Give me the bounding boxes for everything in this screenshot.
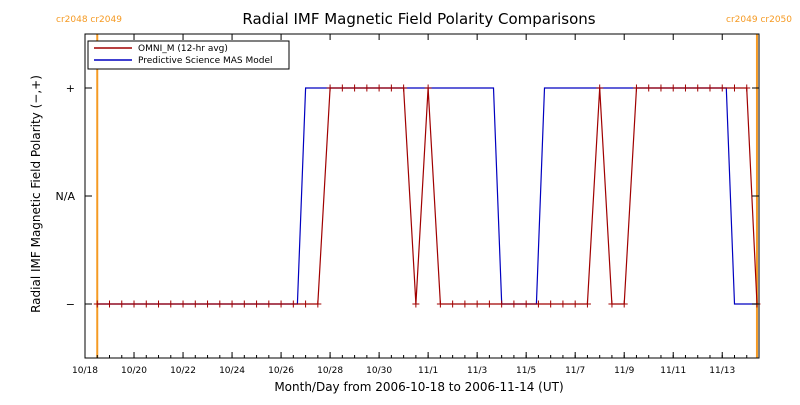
data-point-0-13 (253, 300, 261, 308)
data-point-0-46 (657, 84, 665, 92)
data-point-0-42 (608, 300, 616, 308)
data-point-0-47 (669, 84, 677, 92)
x-tick-label-1: 10/20 (121, 366, 147, 376)
data-point-0-36 (534, 300, 542, 308)
data-point-0-24 (387, 84, 395, 92)
x-tick-label-3: 10/24 (219, 366, 245, 376)
data-point-0-10 (216, 300, 224, 308)
data-point-0-8 (191, 300, 199, 308)
data-point-0-2 (118, 300, 126, 308)
data-point-0-51 (718, 84, 726, 92)
data-point-0-9 (204, 300, 212, 308)
data-point-0-32 (485, 300, 493, 308)
data-point-0-49 (694, 84, 702, 92)
axes: 10/18 10/20 10/22 10/24 10/26 10/28 10/30 11/1 1… (56, 33, 760, 376)
data-point-0-5 (155, 300, 163, 308)
data-point-0-26 (412, 300, 420, 308)
data-point-0-52 (730, 84, 738, 92)
legend-box (87, 40, 290, 70)
carrington-marker-label-1: cr2049 cr2050 (726, 15, 792, 25)
data-point-0-35 (522, 300, 530, 308)
legend: OMNI_M (12-hr avg) Predictive Science MA… (87, 40, 290, 70)
x-tick-label-6: 10/30 (366, 366, 392, 376)
data-point-0-1 (106, 300, 114, 308)
data-point-0-50 (706, 84, 714, 92)
x-tick-label-11: 11/9 (614, 366, 634, 376)
data-point-0-19 (326, 84, 334, 92)
legend-label-mas: Predictive Science MAS Model (138, 56, 273, 66)
data-point-0-14 (265, 300, 273, 308)
data-point-0-11 (228, 300, 236, 308)
data-point-0-23 (375, 84, 383, 92)
data-point-0-17 (302, 300, 310, 308)
x-tick-label-0: 10/18 (72, 366, 98, 376)
data-point-0-29 (449, 300, 457, 308)
data-point-0-15 (277, 300, 285, 308)
data-point-0-31 (473, 300, 481, 308)
data-point-0-34 (510, 300, 518, 308)
data-point-0-39 (571, 300, 579, 308)
x-tick-label-12: 11/11 (660, 366, 686, 376)
data-point-0-37 (547, 300, 555, 308)
data-point-0-7 (179, 300, 187, 308)
data-point-0-4 (142, 300, 150, 308)
x-axis-label: Month/Day from 2006-10-18 to 2006-11-14 … (274, 380, 563, 394)
data-point-0-18 (314, 300, 322, 308)
data-point-0-30 (461, 300, 469, 308)
data-point-0-45 (645, 84, 653, 92)
data-point-0-25 (400, 84, 408, 92)
data-point-0-27 (424, 84, 432, 92)
data-point-0-3 (130, 300, 138, 308)
y-tick-label-0: + (66, 82, 75, 95)
data-point-0-48 (681, 84, 689, 92)
data-point-0-0 (93, 300, 101, 308)
x-tick-label-4: 10/26 (268, 366, 294, 376)
data-point-0-20 (338, 84, 346, 92)
data-point-0-16 (289, 300, 297, 308)
data-point-0-12 (240, 300, 248, 308)
data-point-0-33 (498, 300, 506, 308)
y-tick-label-1: N/A (56, 190, 76, 203)
x-tick-label-10: 11/7 (565, 366, 585, 376)
chart-title: Radial IMF Magnetic Field Polarity Compa… (242, 10, 595, 28)
y-axis-label: Radial IMF Magnetic Field Polarity (−,+) (29, 75, 43, 313)
data-point-0-22 (363, 84, 371, 92)
x-tick-label-8: 11/3 (467, 366, 487, 376)
data-point-0-38 (559, 300, 567, 308)
x-tick-label-13: 11/13 (709, 366, 735, 376)
data-point-0-53 (743, 84, 751, 92)
data-point-0-6 (167, 300, 175, 308)
x-tick-label-5: 10/28 (317, 366, 343, 376)
data-point-0-44 (632, 84, 640, 92)
x-tick-label-2: 10/22 (170, 366, 196, 376)
legend-label-omni: OMNI_M (12-hr avg) (138, 44, 228, 54)
x-tick-label-9: 11/5 (516, 366, 536, 376)
data-point-0-43 (620, 300, 628, 308)
y-tick-label-2: − (66, 298, 75, 311)
data-point-0-40 (583, 300, 591, 308)
data-point-0-41 (596, 84, 604, 92)
data-point-0-28 (436, 300, 444, 308)
data-point-0-21 (351, 84, 359, 92)
series-layer (93, 84, 761, 308)
x-tick-label-7: 11/1 (418, 366, 438, 376)
carrington-marker-label-0: cr2048 cr2049 (56, 15, 122, 25)
